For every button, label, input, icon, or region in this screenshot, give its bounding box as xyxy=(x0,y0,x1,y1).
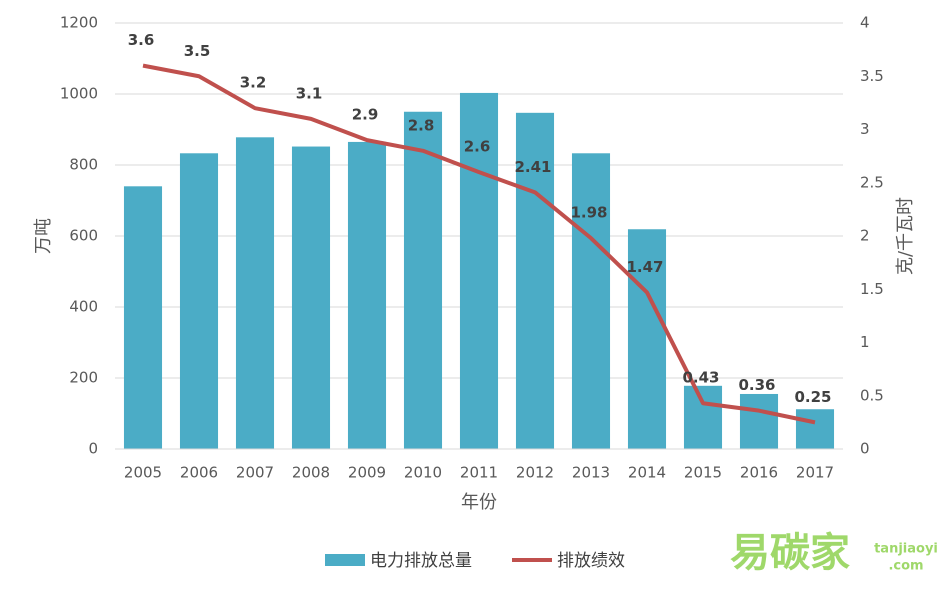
bar xyxy=(739,393,779,449)
legend-label: 电力排放总量 xyxy=(370,551,472,571)
legend-swatch xyxy=(325,554,365,566)
y-tick-label: 200 xyxy=(69,369,98,387)
y2-tick-label: 2.5 xyxy=(860,173,884,191)
x-tick-label: 2007 xyxy=(236,464,274,482)
bar xyxy=(459,92,499,449)
data-label: 1.47 xyxy=(626,258,663,276)
x-tick-label: 2016 xyxy=(740,464,778,482)
data-label: 3.5 xyxy=(184,42,211,60)
x-tick-label: 2006 xyxy=(180,464,218,482)
x-tick-label: 2017 xyxy=(796,464,834,482)
x-tick-label: 2008 xyxy=(292,464,330,482)
data-label: 0.36 xyxy=(738,376,775,394)
x-tick-label: 2015 xyxy=(684,464,722,482)
watermark-tld: .com xyxy=(888,559,923,574)
bar xyxy=(683,385,723,449)
bar xyxy=(515,112,555,449)
y-axis-title: 万吨 xyxy=(33,218,54,254)
data-label: 0.43 xyxy=(682,369,719,387)
bar xyxy=(291,146,331,450)
y2-axis-title: 克/千瓦时 xyxy=(895,197,916,275)
data-label: 2.6 xyxy=(464,138,491,156)
x-tick-label: 2009 xyxy=(348,464,386,482)
data-label: 0.25 xyxy=(794,388,831,406)
line xyxy=(142,63,816,425)
y-tick-label: 1000 xyxy=(60,85,98,103)
x-tick-label: 2005 xyxy=(124,464,162,482)
y-tick-label: 800 xyxy=(69,156,98,174)
bar xyxy=(347,141,387,450)
y2-tick-label: 4 xyxy=(860,14,870,32)
x-tick-label: 2010 xyxy=(404,464,442,482)
x-tick-label: 2014 xyxy=(628,464,666,482)
y2-tick-label: 1 xyxy=(860,333,870,351)
bar xyxy=(235,137,275,449)
bar xyxy=(795,409,835,449)
y-tick-label: 0 xyxy=(88,440,98,458)
x-tick-label: 2013 xyxy=(572,464,610,482)
bar xyxy=(571,153,611,449)
y2-tick-label: 1.5 xyxy=(860,280,884,298)
bar xyxy=(403,111,443,449)
data-label: 3.6 xyxy=(128,31,155,49)
bar xyxy=(123,186,163,450)
y2-tick-label: 3.5 xyxy=(860,67,884,85)
legend-label: 排放绩效 xyxy=(557,551,625,571)
x-axis-title: 年份 xyxy=(461,492,497,513)
y2-tick-label: 0 xyxy=(860,440,870,458)
bar xyxy=(627,229,667,449)
y-tick-label: 1200 xyxy=(60,14,98,32)
y2-tick-label: 0.5 xyxy=(860,386,884,404)
data-label: 2.8 xyxy=(408,116,435,134)
data-label: 2.9 xyxy=(352,106,379,124)
data-label: 3.2 xyxy=(240,74,267,92)
data-label: 1.98 xyxy=(570,204,607,222)
bar xyxy=(179,153,219,449)
watermark-domain: tanjiaoyi xyxy=(874,542,938,557)
y-tick-label: 600 xyxy=(69,227,98,245)
x-tick-label: 2012 xyxy=(516,464,554,482)
x-tick-label: 2011 xyxy=(460,464,498,482)
y2-tick-label: 3 xyxy=(860,120,870,138)
data-label: 3.1 xyxy=(296,84,323,102)
y-tick-label: 400 xyxy=(69,298,98,316)
watermark: 易碳家 xyxy=(730,530,850,576)
y2-tick-label: 2 xyxy=(860,227,870,245)
data-label: 2.41 xyxy=(514,158,551,176)
